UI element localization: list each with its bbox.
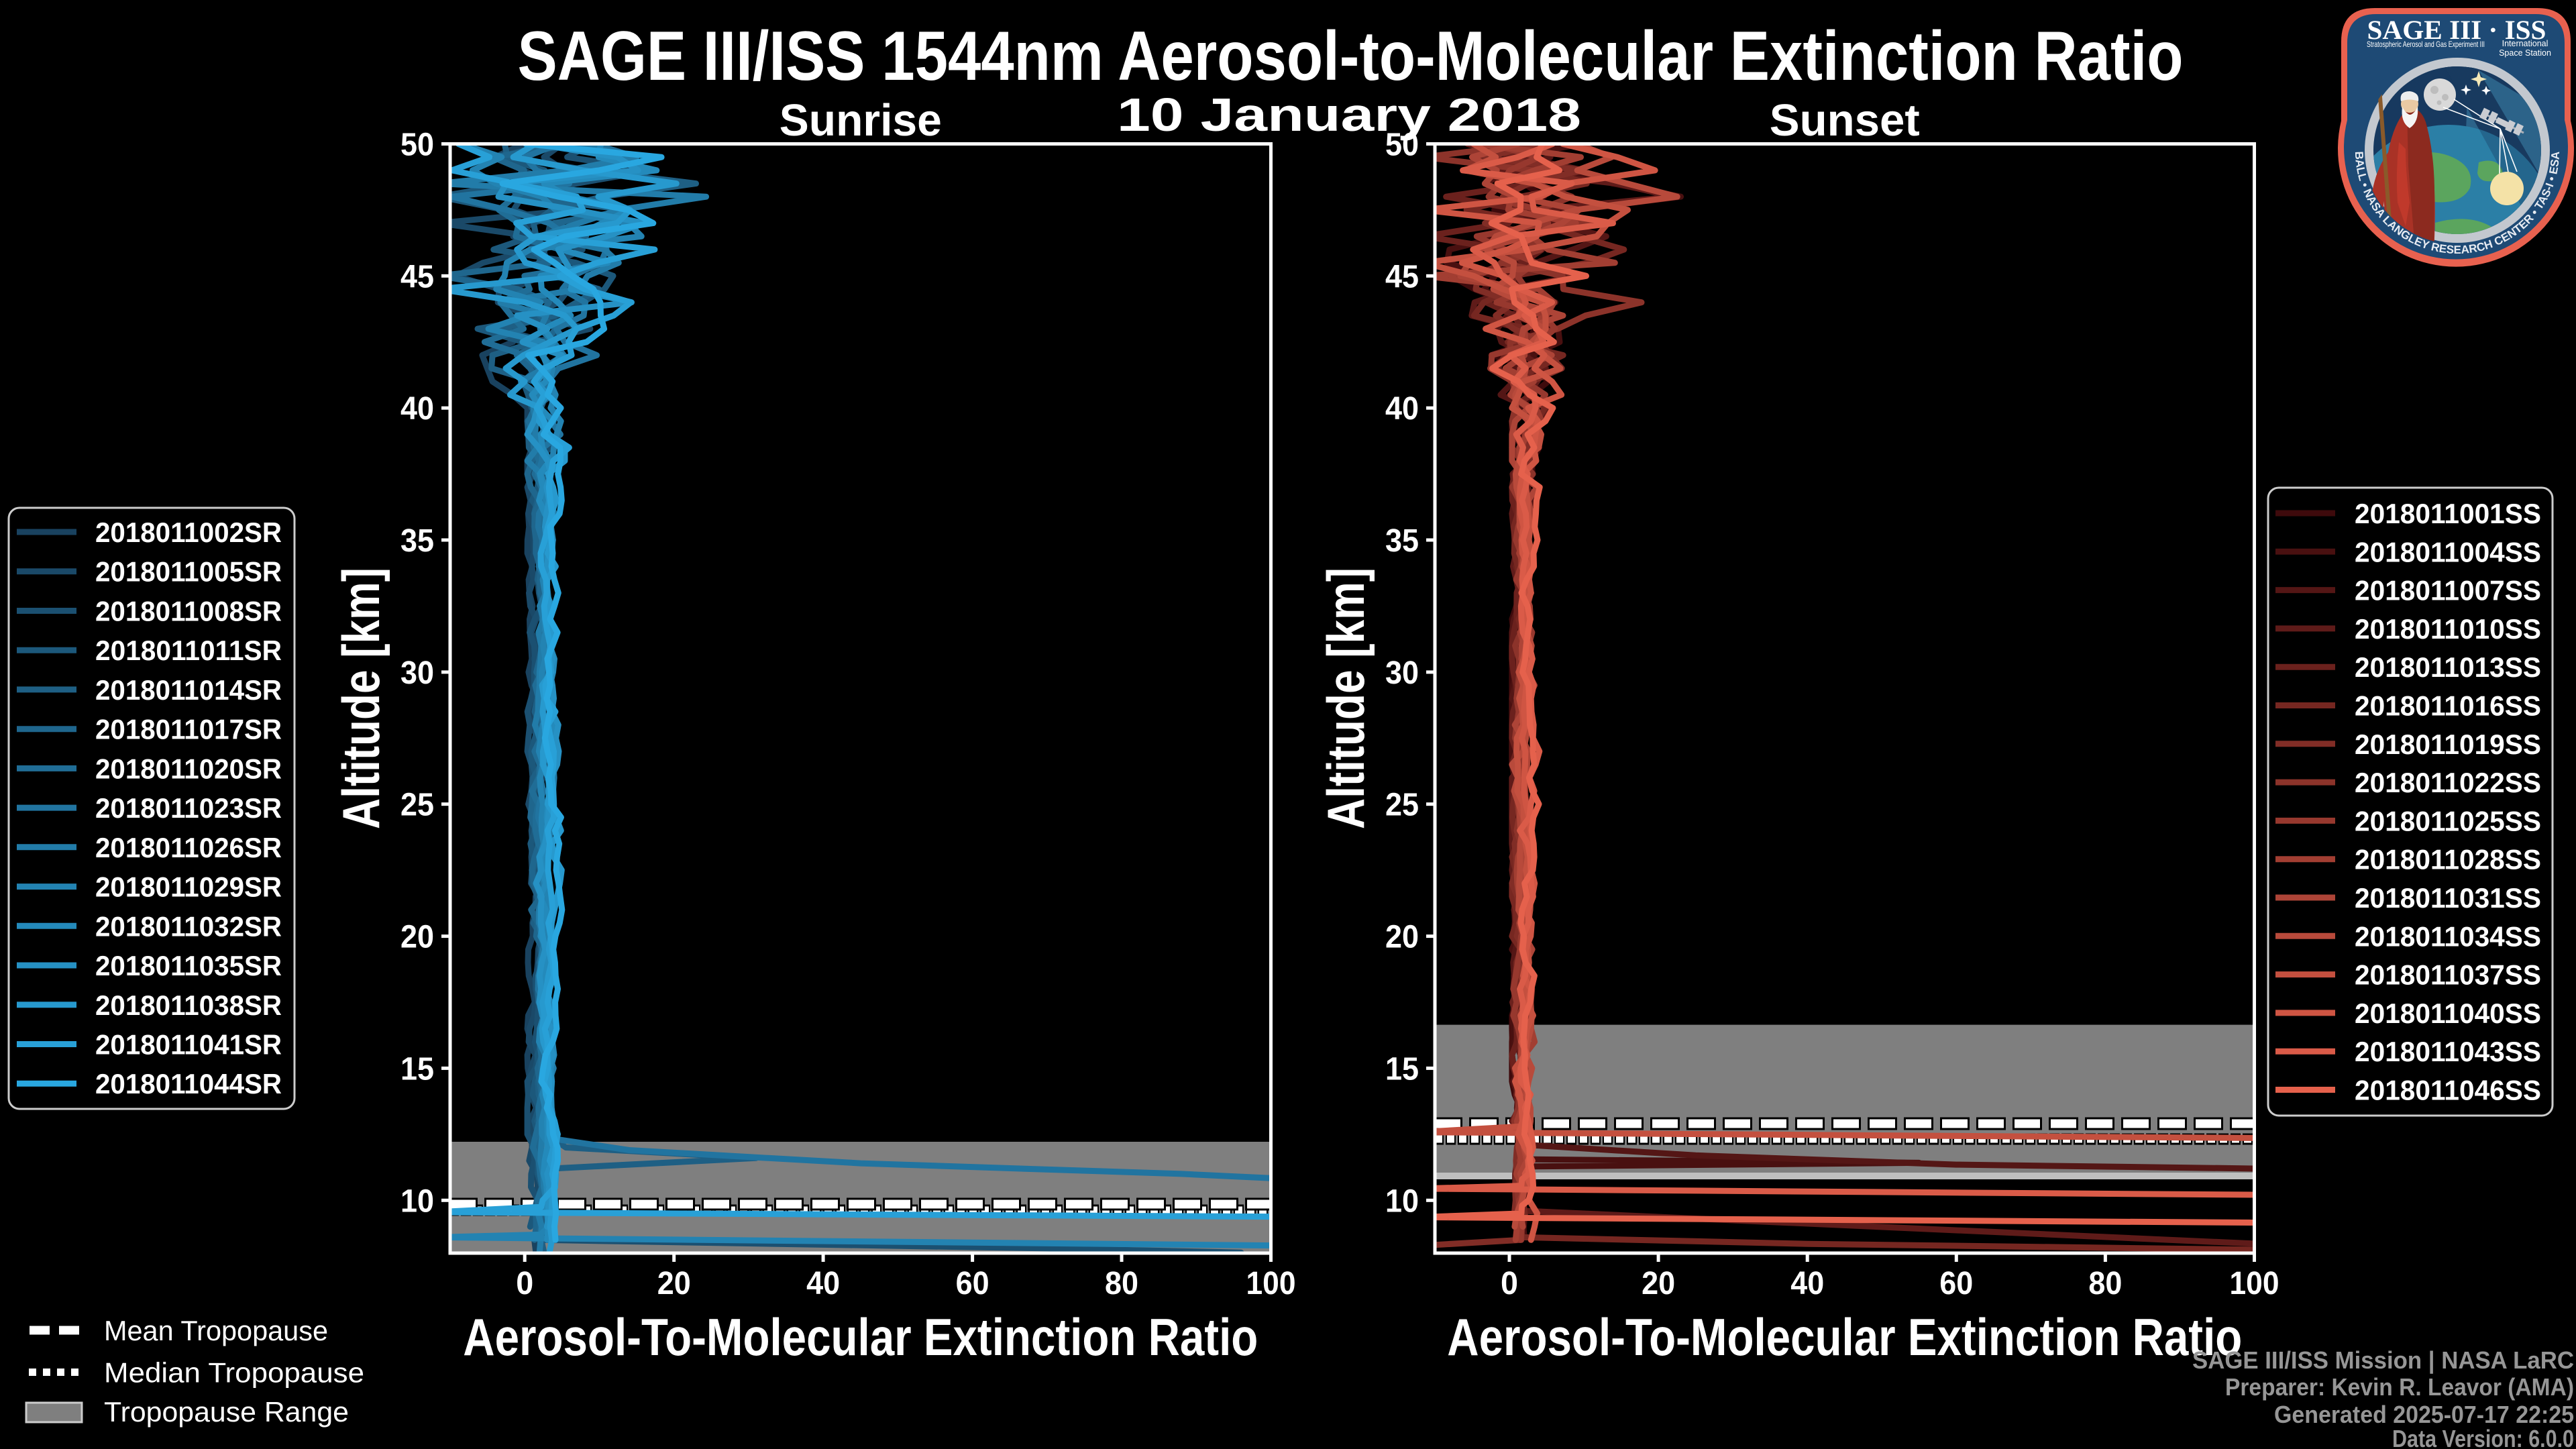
svg-text:2018011017SR: 2018011017SR <box>95 714 282 745</box>
svg-text:2018011019SS: 2018011019SS <box>2355 729 2541 760</box>
svg-text:2018011004SS: 2018011004SS <box>2355 536 2541 568</box>
svg-text:50: 50 <box>400 127 434 163</box>
svg-text:International: International <box>2502 39 2548 48</box>
svg-text:Altitude [km]: Altitude [km] <box>331 568 390 829</box>
svg-text:Mean Tropopause: Mean Tropopause <box>104 1315 328 1346</box>
svg-text:20: 20 <box>1642 1266 1675 1301</box>
svg-text:20: 20 <box>400 920 434 955</box>
svg-text:25: 25 <box>400 788 434 823</box>
svg-text:30: 30 <box>400 655 434 691</box>
svg-text:50: 50 <box>1385 127 1419 163</box>
svg-text:Tropopause Range: Tropopause Range <box>104 1396 349 1428</box>
svg-text:15: 15 <box>400 1051 434 1087</box>
svg-text:Preparer: Kevin R. Leavor (AMA: Preparer: Kevin R. Leavor (AMA) <box>2225 1373 2574 1401</box>
svg-text:2018011029SR: 2018011029SR <box>95 871 282 903</box>
svg-text:100: 100 <box>2230 1266 2279 1301</box>
svg-text:15: 15 <box>1385 1051 1419 1087</box>
svg-text:60: 60 <box>956 1266 989 1301</box>
svg-text:2018011043SS: 2018011043SS <box>2355 1036 2541 1067</box>
svg-text:35: 35 <box>1385 523 1419 559</box>
svg-text:40: 40 <box>1385 391 1419 427</box>
svg-text:2018011022SS: 2018011022SS <box>2355 767 2541 798</box>
svg-text:40: 40 <box>1790 1266 1824 1301</box>
svg-text:2018011001SS: 2018011001SS <box>2355 498 2541 529</box>
svg-text:SAGE III · ISS: SAGE III · ISS <box>2367 15 2546 45</box>
svg-text:Space Station: Space Station <box>2499 48 2551 58</box>
svg-text:SAGE III/ISS 1544nm Aerosol-to: SAGE III/ISS 1544nm Aerosol-to-Molecular… <box>518 17 2184 95</box>
svg-text:2018011020SR: 2018011020SR <box>95 753 282 784</box>
svg-text:60: 60 <box>1939 1266 1973 1301</box>
svg-text:2018011016SS: 2018011016SS <box>2355 690 2541 722</box>
svg-text:25: 25 <box>1385 788 1419 823</box>
svg-text:20: 20 <box>1385 920 1419 955</box>
svg-text:Aerosol-To-Molecular Extinctio: Aerosol-To-Molecular Extinction Ratio <box>463 1307 1258 1366</box>
svg-text:Generated 2025-07-17 22:25: Generated 2025-07-17 22:25 <box>2274 1401 2574 1428</box>
svg-text:2018011026SR: 2018011026SR <box>95 832 282 863</box>
svg-text:Sunset: Sunset <box>1770 95 1920 146</box>
svg-text:0: 0 <box>1501 1266 1518 1301</box>
svg-text:2018011025SS: 2018011025SS <box>2355 805 2541 837</box>
svg-text:35: 35 <box>400 523 434 559</box>
svg-text:40: 40 <box>806 1266 840 1301</box>
svg-text:Stratospheric Aerosol and Gas: Stratospheric Aerosol and Gas Experiment… <box>2367 40 2485 49</box>
svg-text:2018011037SS: 2018011037SS <box>2355 959 2541 991</box>
svg-text:Altitude [km]: Altitude [km] <box>1316 568 1375 829</box>
svg-text:30: 30 <box>1385 655 1419 691</box>
svg-text:2018011005SR: 2018011005SR <box>95 556 282 588</box>
svg-text:45: 45 <box>400 259 434 294</box>
svg-text:2018011034SS: 2018011034SS <box>2355 920 2541 952</box>
svg-text:2018011028SS: 2018011028SS <box>2355 844 2541 875</box>
svg-text:2018011031SS: 2018011031SS <box>2355 882 2541 914</box>
svg-text:2018011046SS: 2018011046SS <box>2355 1075 2541 1106</box>
svg-text:80: 80 <box>2088 1266 2122 1301</box>
svg-text:40: 40 <box>400 391 434 427</box>
svg-text:45: 45 <box>1385 259 1419 294</box>
svg-text:Median Tropopause: Median Tropopause <box>104 1357 364 1389</box>
svg-text:2018011013SS: 2018011013SS <box>2355 651 2541 683</box>
svg-text:10: 10 <box>400 1183 434 1219</box>
svg-text:2018011007SS: 2018011007SS <box>2355 575 2541 606</box>
svg-text:2018011040SS: 2018011040SS <box>2355 998 2541 1029</box>
svg-text:2018011023SR: 2018011023SR <box>95 792 282 824</box>
svg-text:80: 80 <box>1105 1266 1138 1301</box>
svg-text:SAGE III/ISS Mission | NASA La: SAGE III/ISS Mission | NASA LaRC <box>2192 1346 2574 1375</box>
svg-text:2018011014SR: 2018011014SR <box>95 674 282 706</box>
svg-text:2018011010SS: 2018011010SS <box>2355 613 2541 645</box>
svg-text:2018011011SR: 2018011011SR <box>95 635 282 666</box>
svg-text:10 January 2018: 10 January 2018 <box>1117 89 1581 141</box>
svg-text:Aerosol-To-Molecular Extinctio: Aerosol-To-Molecular Extinction Ratio <box>1447 1307 2242 1366</box>
svg-text:10: 10 <box>1385 1183 1419 1219</box>
svg-text:2018011044SR: 2018011044SR <box>95 1068 282 1099</box>
svg-text:2018011035SR: 2018011035SR <box>95 950 282 981</box>
svg-text:2018011032SR: 2018011032SR <box>95 910 282 942</box>
svg-text:100: 100 <box>1246 1266 1296 1301</box>
svg-text:2018011008SR: 2018011008SR <box>95 596 282 627</box>
svg-text:Sunrise: Sunrise <box>780 95 942 146</box>
svg-text:Data Version: 6.0.0: Data Version: 6.0.0 <box>2392 1425 2574 1449</box>
svg-text:2018011041SR: 2018011041SR <box>95 1029 282 1061</box>
svg-text:20: 20 <box>657 1266 691 1301</box>
svg-text:0: 0 <box>516 1266 533 1301</box>
svg-text:2018011002SR: 2018011002SR <box>95 517 282 548</box>
svg-text:2018011038SR: 2018011038SR <box>95 989 282 1021</box>
